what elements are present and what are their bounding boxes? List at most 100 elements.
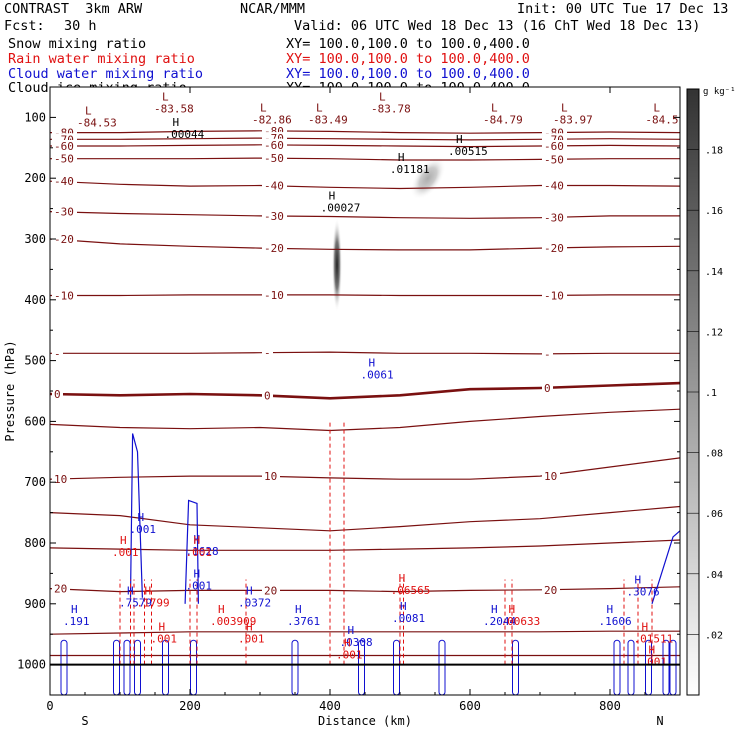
contour-label: 10 bbox=[264, 470, 277, 483]
rain-max-letter: H bbox=[120, 534, 127, 547]
contour-label-bg bbox=[262, 346, 273, 359]
rain-max-letter: H bbox=[218, 603, 225, 616]
contour-label-bg bbox=[262, 389, 273, 402]
cloud-ice-max-letter: H bbox=[398, 151, 405, 164]
contour-label: - bbox=[264, 347, 271, 360]
contour-label: 20 bbox=[544, 584, 557, 597]
colorbar-tick-label: .14 bbox=[705, 267, 723, 278]
cloud-water-max-value: .001 bbox=[130, 523, 157, 536]
temperature-contour bbox=[49, 408, 681, 432]
contour-label: 0 bbox=[54, 388, 61, 401]
contour-label: -20 bbox=[264, 242, 284, 255]
colorbar-tick-label: .08 bbox=[705, 449, 723, 460]
colorbar-tick-label: .06 bbox=[705, 509, 723, 520]
rain-max-letter: H bbox=[509, 603, 516, 616]
colorbar-tick-label: .02 bbox=[705, 630, 723, 641]
contour-label: 0 bbox=[264, 389, 271, 402]
contour-label: -60 bbox=[264, 139, 284, 152]
cloud-water-max-letter: H bbox=[348, 624, 355, 637]
contour-label-bg bbox=[542, 139, 567, 152]
rain-max-letter: H bbox=[159, 620, 166, 633]
temperature-contour bbox=[49, 457, 681, 480]
cloud-water-max-letter: H bbox=[71, 603, 78, 616]
low-letter: L bbox=[653, 101, 660, 114]
rain-max-letter: H bbox=[649, 644, 656, 657]
low-value: -83.58 bbox=[154, 102, 194, 115]
y-tick-label: 700 bbox=[24, 475, 46, 489]
colorbar-tick-label: .1 bbox=[705, 388, 717, 399]
y-tick-label: 100 bbox=[24, 110, 46, 124]
y-tick-label: 200 bbox=[24, 171, 46, 185]
contour-label-bg bbox=[262, 209, 287, 222]
contour-label-bg bbox=[542, 381, 553, 394]
rain-max-value: .001 bbox=[238, 632, 265, 645]
y-tick-label: 500 bbox=[24, 354, 46, 368]
y-tick-label: 300 bbox=[24, 232, 46, 246]
fcst-label: Fcst: bbox=[4, 18, 45, 34]
temperature-contour bbox=[49, 238, 681, 251]
contour-label-bg bbox=[52, 205, 77, 218]
temperature-contour bbox=[49, 180, 681, 190]
temperature-contour bbox=[49, 630, 680, 635]
rain-max-value: .06565 bbox=[391, 584, 431, 597]
legend-cloudwater-xy: XY= 100.0,100.0 to 100.0,400.0 bbox=[286, 66, 530, 82]
contour-label-bg bbox=[542, 347, 553, 360]
legend-rain-xy: XY= 100.0,100.0 to 100.0,400.0 bbox=[286, 51, 530, 67]
contour-label-bg bbox=[542, 583, 560, 596]
contour-label-bg bbox=[52, 152, 77, 165]
cloud-water-max-letter: H bbox=[246, 585, 253, 598]
x-tick-label: 200 bbox=[179, 699, 201, 713]
contour-label: 0 bbox=[544, 382, 551, 395]
colorbar-tick-label: .16 bbox=[705, 206, 723, 217]
temperature-contour bbox=[50, 157, 680, 161]
cloud-water-max-value: .0081 bbox=[392, 612, 425, 625]
cloud-ice-max-value: .01181 bbox=[390, 163, 430, 176]
contour-label: -20 bbox=[544, 242, 564, 255]
cloud-water-max-letter: H bbox=[194, 568, 201, 581]
cloud-ice-max-letter: H bbox=[456, 133, 463, 146]
contour-label: -50 bbox=[544, 153, 564, 166]
legend-rain-label: Rain water mixing ratio bbox=[8, 51, 195, 67]
x-tick-label: 600 bbox=[459, 699, 481, 713]
rain-max-value: .1799 bbox=[137, 597, 170, 610]
low-value: -84.53 bbox=[77, 116, 117, 129]
cloud-water-max-value: .3076 bbox=[627, 586, 660, 599]
contour-label: -30 bbox=[54, 206, 74, 219]
contour-label-bg bbox=[542, 289, 567, 302]
cloud-water-max-letter: H bbox=[369, 357, 376, 370]
cloud-water-max-value: .191 bbox=[63, 615, 90, 628]
low-letter: L bbox=[379, 90, 386, 103]
cloud-water-max-value: .2044 bbox=[483, 615, 516, 628]
legend-snow-label: Snow mixing ratio bbox=[8, 36, 147, 52]
contour-label-bg bbox=[52, 289, 77, 302]
cloud-water-max-letter: H bbox=[138, 511, 145, 524]
low-letter: L bbox=[316, 101, 323, 114]
temperature-contour bbox=[49, 539, 681, 551]
cloud-ice-max-letter: H bbox=[173, 116, 180, 129]
contour-label: -40 bbox=[54, 175, 74, 188]
contour-label: -50 bbox=[54, 153, 74, 166]
low-value: -84.5 bbox=[645, 113, 678, 126]
rain-max-letter: H bbox=[145, 585, 152, 598]
cloud-ice-max-value: .00515 bbox=[448, 145, 488, 158]
low-value: -83.49 bbox=[308, 113, 348, 126]
low-letter: L bbox=[561, 101, 568, 114]
temperature-contour bbox=[50, 294, 680, 297]
contour-label: 10 bbox=[54, 473, 67, 486]
y-tick-label: 400 bbox=[24, 293, 46, 307]
contour-label-bg bbox=[262, 179, 287, 192]
temperature-contour bbox=[50, 144, 681, 148]
contour-label: -20 bbox=[54, 233, 74, 246]
cloud-water-max-value: .0372 bbox=[238, 597, 271, 610]
contour-label: - bbox=[544, 348, 551, 361]
contour-label: -10 bbox=[264, 289, 284, 302]
low-letter: L bbox=[491, 101, 498, 114]
contour-label-bg bbox=[262, 138, 287, 151]
legend-snow-xy: XY= 100.0,100.0 to 100.0,400.0 bbox=[286, 36, 530, 52]
rain-max-value: .001 bbox=[641, 656, 668, 669]
contour-label-bg bbox=[542, 179, 567, 192]
org-title: NCAR/MMM bbox=[240, 1, 306, 17]
contour-label: -30 bbox=[544, 212, 564, 225]
contour-label-bg bbox=[262, 584, 280, 597]
